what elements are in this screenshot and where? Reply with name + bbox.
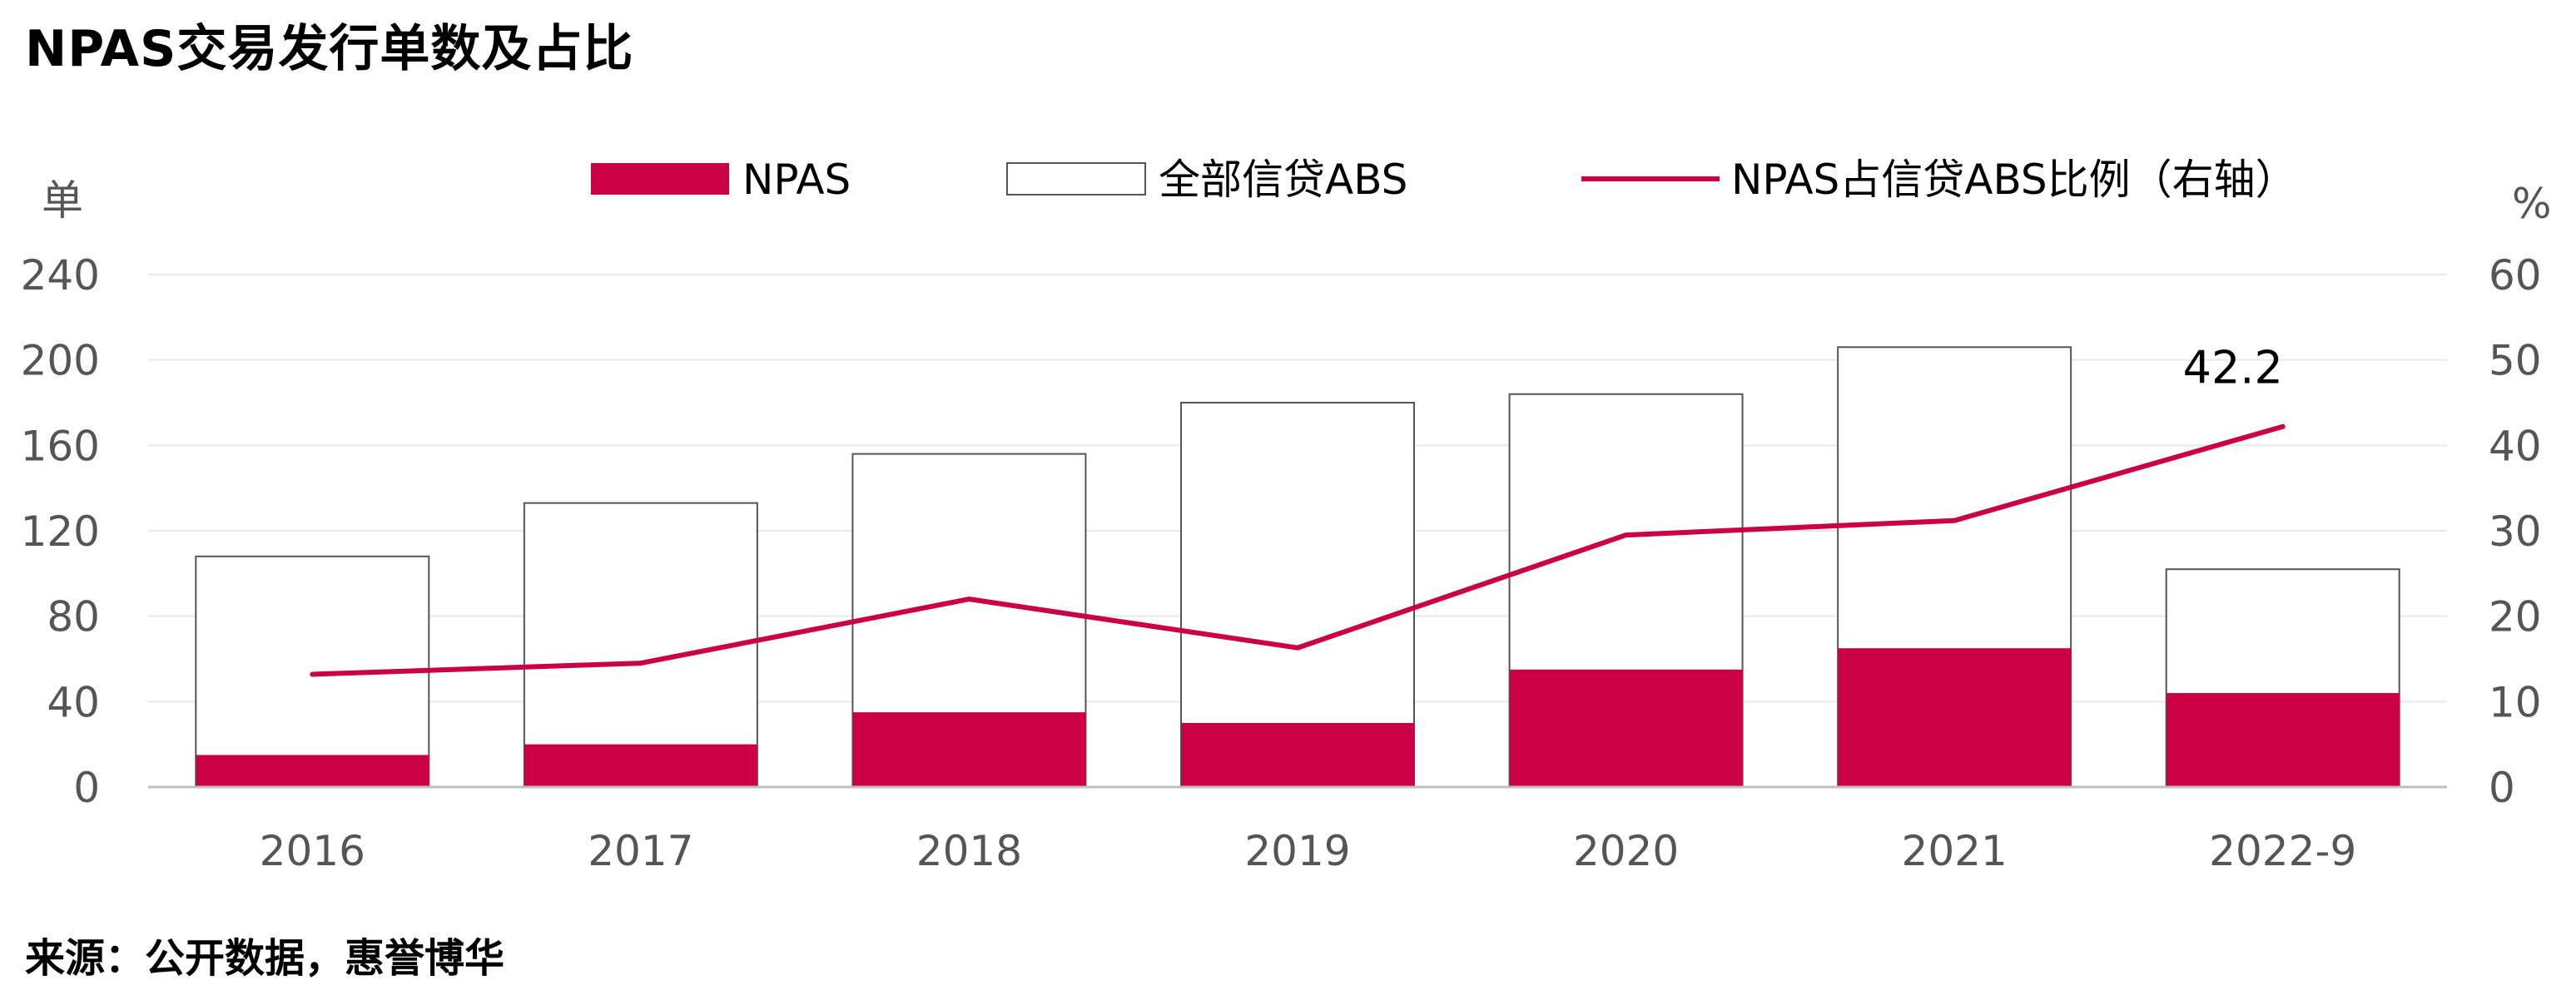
- legend-swatch-npas: [591, 163, 729, 195]
- chart-title: NPAS交易发行单数及占比: [25, 20, 634, 78]
- right-tick-label: 20: [2489, 593, 2542, 641]
- right-tick-label: 60: [2489, 251, 2542, 300]
- left-tick-label: 0: [73, 764, 100, 812]
- x-axis-ticks: 2016 2017 2018 2019 2020 2021 2022-9: [260, 827, 2357, 875]
- right-axis-ticks: 0 10 20 30 40 50 60: [2489, 251, 2542, 812]
- bar-npas: [1838, 648, 2072, 787]
- bar-npas: [852, 712, 1086, 787]
- legend-swatch-total: [1006, 162, 1146, 196]
- bar-npas: [524, 744, 757, 787]
- npas-bars: [196, 648, 2400, 787]
- left-tick-label: 240: [21, 251, 100, 300]
- left-tick-label: 40: [47, 678, 100, 726]
- left-tick-label: 80: [47, 593, 100, 641]
- left-axis-ticks: 0 40 80 120 160 200 240: [21, 251, 100, 812]
- x-tick-label: 2020: [1573, 827, 1679, 875]
- bar-npas: [1509, 669, 1743, 787]
- annotations: 42.2: [2183, 342, 2283, 394]
- x-tick-label: 2021: [1902, 827, 2008, 875]
- bar-npas: [2166, 693, 2400, 787]
- x-tick-label: 2022-9: [2209, 827, 2356, 875]
- right-tick-label: 10: [2489, 678, 2542, 726]
- x-tick-label: 2016: [260, 827, 365, 875]
- right-tick-label: 50: [2489, 337, 2542, 385]
- left-tick-label: 160: [21, 422, 100, 470]
- right-axis-label: %: [2512, 180, 2552, 228]
- source-note: 来源：公开数据，惠誉博华: [25, 935, 505, 982]
- x-tick-label: 2017: [588, 827, 693, 875]
- legend: NPAS 全部信贷ABS NPAS占信贷ABS比例（右轴）: [591, 156, 2297, 204]
- right-tick-label: 40: [2489, 422, 2542, 470]
- left-tick-label: 120: [21, 507, 100, 556]
- bar-npas: [196, 755, 429, 787]
- right-tick-label: 30: [2489, 507, 2542, 556]
- left-tick-label: 200: [21, 337, 100, 385]
- legend-label-npas: NPAS: [742, 156, 851, 204]
- left-axis-label: 单: [42, 176, 83, 225]
- x-tick-label: 2018: [916, 827, 1022, 875]
- legend-label-ratio: NPAS占信贷ABS比例（右轴）: [1731, 156, 2297, 204]
- data-label: 42.2: [2183, 342, 2283, 394]
- right-tick-label: 0: [2489, 764, 2515, 812]
- legend-label-total: 全部信贷ABS: [1159, 156, 1407, 204]
- x-tick-label: 2019: [1244, 827, 1350, 875]
- ratio-line: [310, 423, 2286, 677]
- bar-npas: [1181, 723, 1414, 787]
